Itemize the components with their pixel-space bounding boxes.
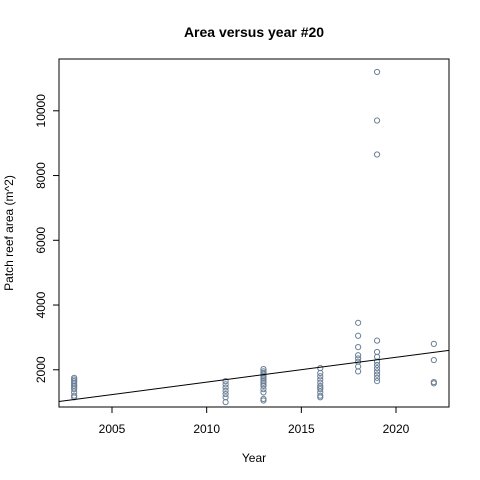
data-point <box>317 373 324 380</box>
data-point <box>430 356 437 364</box>
data-point <box>373 117 381 124</box>
data-point <box>430 340 437 347</box>
data-point <box>373 68 381 76</box>
y-tick-label: 6000 <box>34 227 48 254</box>
data-point <box>260 397 267 404</box>
data-point <box>355 332 362 339</box>
data-point <box>222 387 229 394</box>
data-point <box>373 371 381 378</box>
data-point <box>373 365 381 372</box>
x-tick-label: 2010 <box>193 422 220 436</box>
data-point <box>355 319 362 326</box>
data-point <box>222 381 229 388</box>
y-tick-label: 4000 <box>34 291 48 318</box>
data-point <box>317 369 324 377</box>
x-tick-label: 2015 <box>288 422 315 436</box>
data-point <box>355 355 362 362</box>
y-tick-label: 8000 <box>34 162 48 189</box>
data-point <box>317 386 324 393</box>
data-point <box>373 361 381 369</box>
data-point <box>222 384 229 391</box>
data-point <box>373 151 381 158</box>
x-tick-label: 2005 <box>99 422 126 436</box>
data-point <box>71 386 78 393</box>
data-point <box>373 337 381 344</box>
y-tick-label: 10000 <box>34 94 48 128</box>
x-tick-label: 2020 <box>383 422 410 436</box>
y-axis-label: Patch reef area (m^2) <box>2 175 16 291</box>
data-point <box>373 368 381 375</box>
data-point <box>355 344 362 351</box>
data-point <box>373 358 381 365</box>
data-point <box>317 394 324 401</box>
y-axis: 2000 4000 6000 8000 10000 <box>34 94 59 383</box>
data-point <box>373 378 381 385</box>
regression-line-group <box>58 349 450 402</box>
regression-line <box>58 349 450 402</box>
x-axis-label: Year <box>242 451 266 465</box>
data-point <box>373 374 381 381</box>
data-point <box>355 368 362 375</box>
data-point <box>260 386 267 393</box>
plot-frame <box>58 58 450 408</box>
data-point <box>222 399 229 406</box>
x-axis: 2005 2010 2015 2020 <box>99 407 410 436</box>
data-point <box>260 389 267 396</box>
data-point <box>355 352 362 359</box>
data-point <box>260 382 267 390</box>
data-point <box>317 376 324 383</box>
data-points <box>71 68 437 406</box>
data-point <box>222 378 229 385</box>
y-tick-label: 2000 <box>34 356 48 383</box>
data-point <box>222 390 229 398</box>
data-point <box>430 380 437 387</box>
chart-title: Area versus year #20 <box>184 24 324 40</box>
